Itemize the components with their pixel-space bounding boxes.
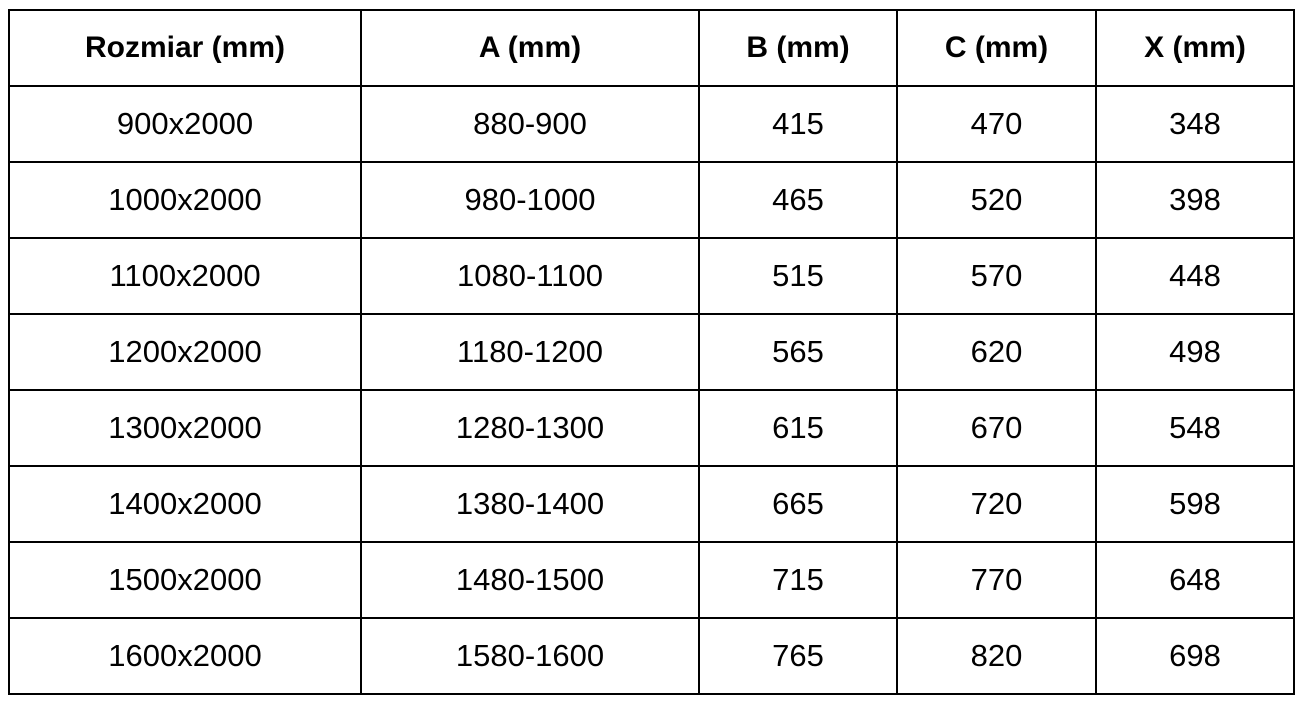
header-x: X (mm): [1095, 9, 1295, 87]
cell-c: 770: [896, 541, 1097, 619]
cell-c: 520: [896, 161, 1097, 239]
cell-a: 880-900: [360, 85, 700, 163]
cell-x: 548: [1095, 389, 1295, 467]
table-row: 1100x2000 1080-1100 515 570 448: [8, 237, 1295, 315]
header-b: B (mm): [698, 9, 898, 87]
cell-size: 1100x2000: [8, 237, 362, 315]
cell-a: 980-1000: [360, 161, 700, 239]
cell-a: 1380-1400: [360, 465, 700, 543]
cell-a: 1280-1300: [360, 389, 700, 467]
cell-a: 1580-1600: [360, 617, 700, 695]
cell-a: 1180-1200: [360, 313, 700, 391]
cell-b: 715: [698, 541, 898, 619]
cell-x: 598: [1095, 465, 1295, 543]
cell-b: 565: [698, 313, 898, 391]
cell-b: 665: [698, 465, 898, 543]
cell-a: 1080-1100: [360, 237, 700, 315]
cell-size: 1400x2000: [8, 465, 362, 543]
cell-c: 820: [896, 617, 1097, 695]
cell-c: 620: [896, 313, 1097, 391]
cell-x: 648: [1095, 541, 1295, 619]
cell-size: 1000x2000: [8, 161, 362, 239]
cell-x: 398: [1095, 161, 1295, 239]
header-a: A (mm): [360, 9, 700, 87]
cell-size: 900x2000: [8, 85, 362, 163]
cell-c: 720: [896, 465, 1097, 543]
table-row: 1500x2000 1480-1500 715 770 648: [8, 541, 1295, 619]
cell-x: 698: [1095, 617, 1295, 695]
cell-c: 570: [896, 237, 1097, 315]
cell-size: 1300x2000: [8, 389, 362, 467]
table-row: 1200x2000 1180-1200 565 620 498: [8, 313, 1295, 391]
cell-x: 498: [1095, 313, 1295, 391]
cell-b: 465: [698, 161, 898, 239]
cell-x: 348: [1095, 85, 1295, 163]
cell-size: 1500x2000: [8, 541, 362, 619]
table-row: 1400x2000 1380-1400 665 720 598: [8, 465, 1295, 543]
cell-b: 765: [698, 617, 898, 695]
table-row: 900x2000 880-900 415 470 348: [8, 85, 1295, 163]
cell-c: 670: [896, 389, 1097, 467]
table-row: 1300x2000 1280-1300 615 670 548: [8, 389, 1295, 467]
table-row: 1600x2000 1580-1600 765 820 698: [8, 617, 1295, 695]
header-size: Rozmiar (mm): [8, 9, 362, 87]
dimensions-table: Rozmiar (mm) A (mm) B (mm) C (mm) X (mm)…: [8, 9, 1295, 695]
header-row: Rozmiar (mm) A (mm) B (mm) C (mm) X (mm): [8, 9, 1295, 87]
cell-x: 448: [1095, 237, 1295, 315]
cell-size: 1200x2000: [8, 313, 362, 391]
table-row: 1000x2000 980-1000 465 520 398: [8, 161, 1295, 239]
cell-b: 615: [698, 389, 898, 467]
header-c: C (mm): [896, 9, 1097, 87]
cell-size: 1600x2000: [8, 617, 362, 695]
cell-a: 1480-1500: [360, 541, 700, 619]
cell-b: 515: [698, 237, 898, 315]
cell-c: 470: [896, 85, 1097, 163]
cell-b: 415: [698, 85, 898, 163]
